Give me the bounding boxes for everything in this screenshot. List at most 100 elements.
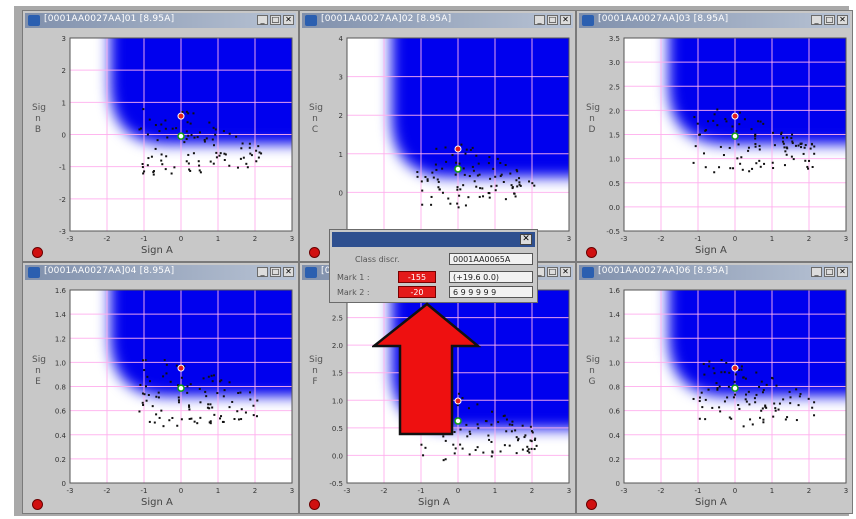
minimize-button[interactable]: _ (534, 15, 545, 25)
data-point (762, 388, 765, 391)
scatter-window-5[interactable]: [0001AA0027AA]05 [8.95A] _ □ ✕ Sig n F S… (299, 262, 576, 514)
data-point (154, 124, 157, 127)
classification-region (109, 38, 292, 145)
scatter-window-4[interactable]: [0001AA0027AA]04 [8.95A] _ □ ✕ Sig n E S… (22, 262, 299, 514)
data-point (702, 362, 705, 365)
scatter-plot[interactable]: 3.5 3.0 2.5 2.0 1.5 1.0 0.5 0.0 -0.5-3 -2 -1 0 1 2 3 (577, 28, 852, 248)
data-point (183, 365, 186, 368)
minimize-button[interactable]: _ (811, 267, 822, 277)
y-tick-label: 0 (62, 132, 66, 140)
data-point (774, 407, 777, 410)
data-point (774, 409, 777, 412)
data-point (242, 156, 245, 159)
window-titlebar[interactable]: [0001AA0027AA]03 [8.95A] _ □ ✕ (579, 13, 850, 28)
data-point (438, 188, 441, 191)
data-point (221, 420, 224, 423)
scatter-window-1[interactable]: [0001AA0027AA]01 [8.95A] _ □ ✕ Sig n B S… (22, 10, 299, 262)
data-point (460, 143, 463, 146)
data-point (521, 424, 524, 427)
scatter-window-3[interactable]: [0001AA0027AA]03 [8.95A] _ □ ✕ Sig n D S… (576, 10, 853, 262)
close-button[interactable]: ✕ (283, 15, 294, 25)
maximize-button[interactable]: □ (547, 267, 558, 277)
scatter-plot[interactable]: 1.61.41.21.00.80.60.40.20-3 -2 -1 0 1 2 3 (23, 280, 298, 500)
data-point (142, 404, 145, 407)
scatter-plot[interactable]: 3 2 1 0 -1 -2 -3-3 -2 -1 0 1 2 3 (23, 28, 298, 248)
data-point (206, 406, 209, 409)
data-point (518, 181, 521, 184)
status-indicator-icon[interactable] (32, 499, 43, 510)
data-point (216, 392, 219, 395)
window-titlebar[interactable]: [0001AA0027AA]04 [8.95A] _ □ ✕ (25, 265, 296, 280)
maximize-button[interactable]: □ (824, 267, 835, 277)
maximize-button[interactable]: □ (270, 15, 281, 25)
y-tick-label: 1.2 (609, 335, 620, 343)
data-point (783, 146, 786, 149)
data-point (754, 134, 757, 137)
close-button[interactable]: ✕ (560, 267, 571, 277)
y-tick-label: 1.6 (609, 287, 621, 295)
data-point (240, 418, 243, 421)
minimize-button[interactable]: _ (257, 15, 268, 25)
mark1-value-field[interactable]: -155 (398, 271, 436, 283)
data-point (188, 405, 191, 408)
minimize-button[interactable]: _ (257, 267, 268, 277)
dialog-close-button[interactable]: ✕ (520, 234, 532, 245)
data-point (807, 167, 810, 170)
window-titlebar[interactable]: [0001AA0027AA]02 [8.95A] _ □ ✕ (302, 13, 573, 28)
scatter-window-2[interactable]: [0001AA0027AA]02 [8.95A] _ □ ✕ Sig n C S… (299, 10, 576, 262)
mark2-value-field[interactable]: -20 (398, 286, 436, 298)
status-indicator-icon[interactable] (586, 499, 597, 510)
data-point (442, 459, 445, 462)
window-titlebar[interactable]: [0001AA0027AA]01 [8.95A] _ □ ✕ (25, 13, 296, 28)
x-tick-label: 2 (807, 487, 811, 495)
minimize-button[interactable]: _ (811, 15, 822, 25)
data-point (716, 108, 719, 111)
data-point (187, 134, 190, 137)
window-titlebar[interactable]: [0001AA0027AA]06 [8.95A] _ □ ✕ (579, 265, 850, 280)
close-button[interactable]: ✕ (283, 267, 294, 277)
class-label: Class discr. (355, 255, 400, 264)
scatter-plot[interactable]: 1.61.41.21.00.80.60.40.20-3 -2 -1 0 1 2 3 (577, 280, 852, 500)
status-indicator-icon[interactable] (309, 247, 320, 258)
dialog-titlebar[interactable]: ✕ (332, 232, 535, 247)
data-point (733, 380, 736, 383)
status-indicator-icon[interactable] (309, 499, 320, 510)
data-point (240, 408, 243, 411)
data-point (213, 413, 216, 416)
data-point (252, 414, 255, 417)
data-point (447, 197, 450, 200)
close-button[interactable]: ✕ (560, 15, 571, 25)
data-point (144, 359, 147, 362)
data-point (526, 445, 529, 448)
data-point (704, 418, 707, 421)
data-point (468, 430, 471, 433)
x-axis-label: Sign A (418, 497, 450, 508)
mark1-point (454, 397, 462, 405)
data-point (481, 187, 484, 190)
close-button[interactable]: ✕ (837, 267, 848, 277)
data-point (751, 167, 754, 170)
scatter-window-6[interactable]: [0001AA0027AA]06 [8.95A] _ □ ✕ Sig n G S… (576, 262, 853, 514)
data-point (155, 395, 158, 398)
data-point (718, 406, 721, 409)
data-point (738, 369, 741, 372)
data-point (510, 430, 513, 433)
close-button[interactable]: ✕ (837, 15, 848, 25)
y-tick-label: 3 (339, 74, 343, 82)
status-indicator-icon[interactable] (32, 247, 43, 258)
data-point (209, 420, 212, 423)
data-point (479, 187, 482, 190)
data-point (437, 180, 440, 183)
class-value-field[interactable]: 0001AA0065A (449, 253, 533, 265)
x-tick-label: 3 (844, 487, 848, 495)
y-tick-label: 1.0 (332, 397, 343, 405)
data-point (484, 420, 487, 423)
data-point (716, 387, 719, 390)
data-point (778, 402, 781, 405)
maximize-button[interactable]: □ (270, 267, 281, 277)
maximize-button[interactable]: □ (824, 15, 835, 25)
data-point (739, 162, 742, 165)
maximize-button[interactable]: □ (547, 15, 558, 25)
status-indicator-icon[interactable] (586, 247, 597, 258)
